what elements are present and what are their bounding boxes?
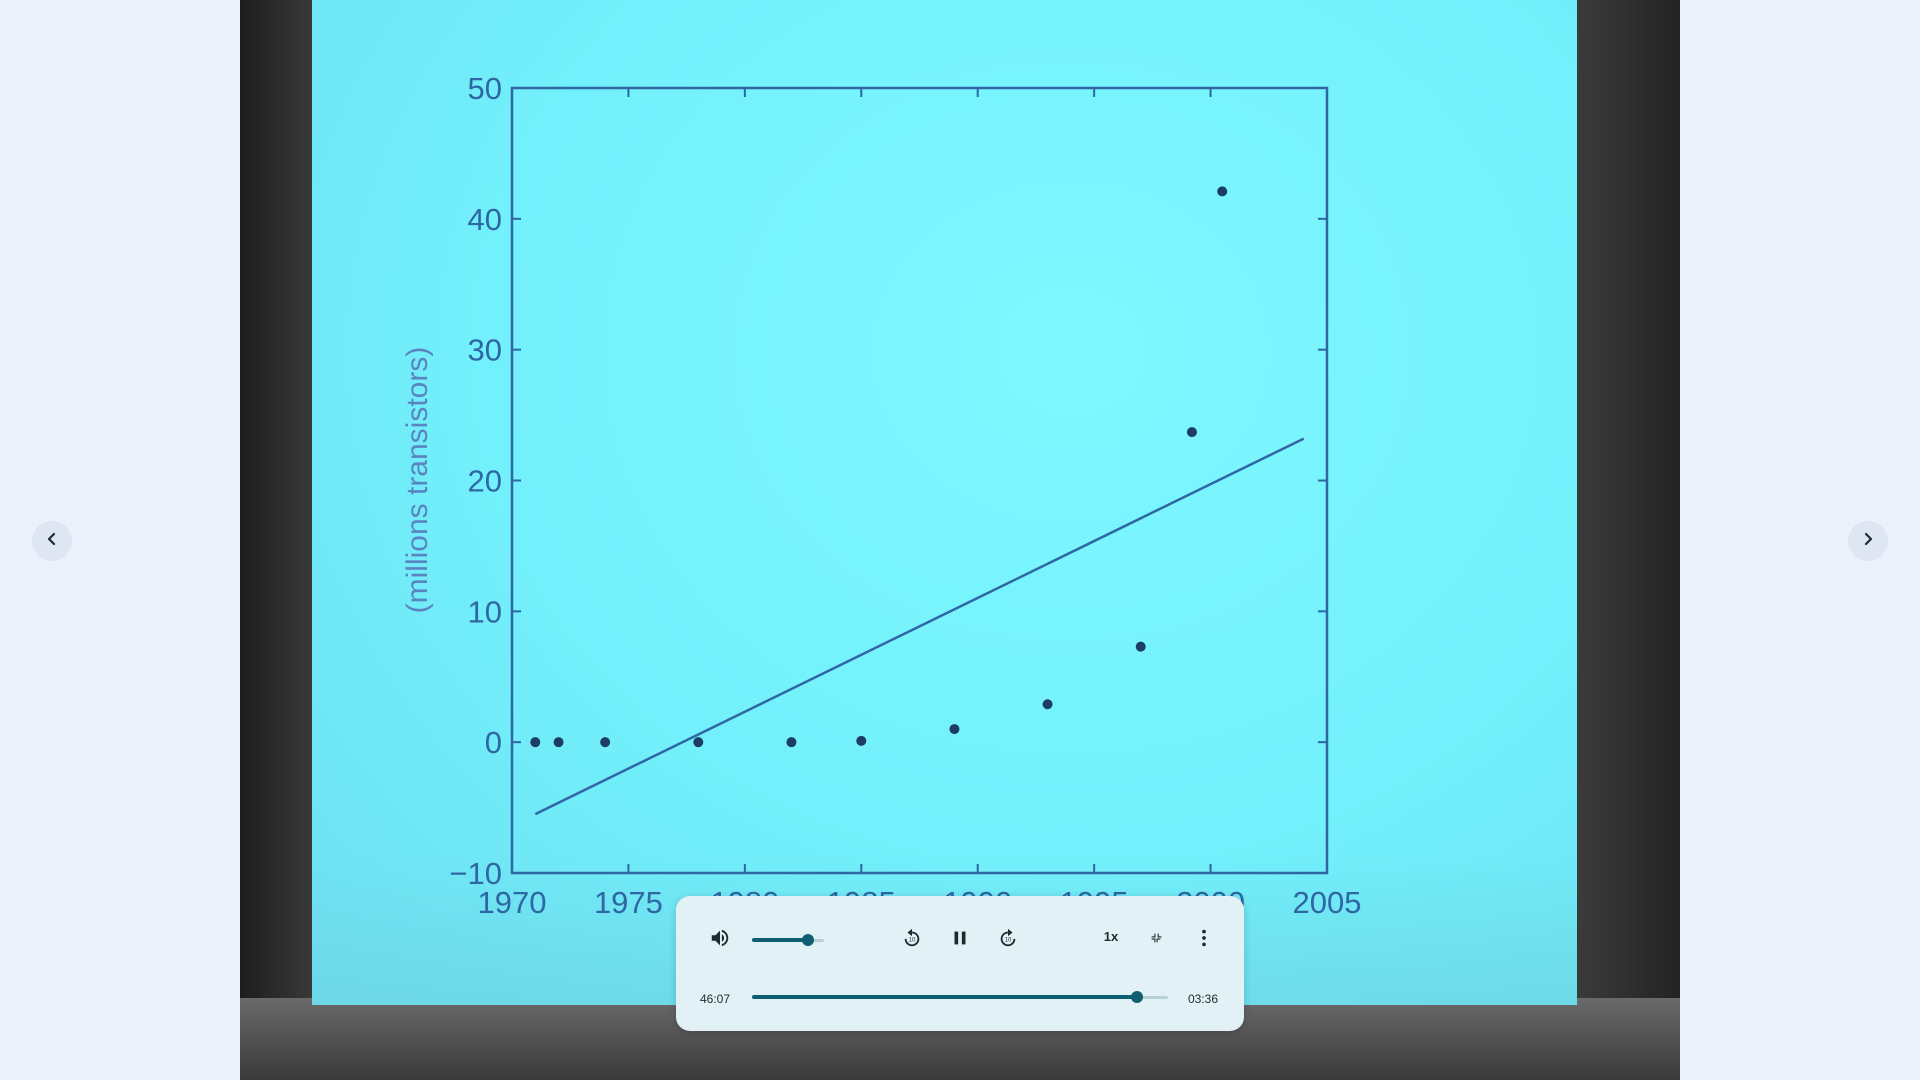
more-vert-icon [1193,927,1215,954]
playback-speed-button[interactable]: 1x [1103,929,1119,944]
scatter-chart: 19701975198019851990199520002005−1001020… [401,71,1362,920]
video-frame-right [1570,0,1680,1080]
volume-thumb[interactable] [802,934,815,946]
data-point [786,737,797,748]
forward-10-button[interactable]: 10 [994,926,1022,954]
seek-bar[interactable] [752,990,1168,1004]
y-tick-label: −10 [449,856,502,891]
data-point [949,724,960,735]
volume-button[interactable] [706,926,734,954]
y-axis-title: (millions transistors) [401,347,434,614]
data-point [600,737,611,748]
data-point [1217,186,1228,197]
data-point [693,737,704,748]
forward-10-icon: 10 [997,927,1019,954]
data-point [530,737,541,748]
fullscreen-exit-icon [1145,927,1167,954]
y-tick-label: 30 [468,333,502,368]
volume-up-icon [709,927,731,954]
data-point [856,735,867,746]
data-point [1135,641,1146,652]
y-tick-label: 10 [468,594,502,629]
duration-time: 03:36 [1188,992,1219,1006]
previous-button[interactable] [32,521,72,561]
replay-10-icon: 10 [901,927,923,954]
seek-fill [752,995,1137,999]
y-tick-label: 40 [468,202,502,237]
data-point [553,737,564,748]
pause-button[interactable] [946,926,974,954]
volume-slider[interactable] [752,934,824,946]
pause-icon [949,927,971,954]
y-tick-label: 20 [468,464,502,499]
exit-fullscreen-button[interactable] [1142,926,1170,954]
chevron-left-icon [45,532,59,551]
y-tick-label: 0 [485,725,502,760]
svg-text:10: 10 [909,937,916,943]
data-point [1042,699,1053,710]
more-options-button[interactable] [1190,926,1218,954]
y-tick-label: 50 [468,71,502,106]
next-button[interactable] [1848,521,1888,561]
elapsed-time: 46:07 [700,992,731,1006]
svg-text:10: 10 [1005,937,1012,943]
x-tick-label: 1975 [594,885,663,920]
player-controls: 10 10 1x 46:07 [676,896,1244,1031]
seek-thumb[interactable] [1130,991,1143,1003]
x-tick-label: 1970 [478,885,547,920]
data-point [1186,427,1197,438]
video-player[interactable]: 19701975198019851990199520002005−1001020… [240,0,1680,1080]
volume-fill [752,938,809,942]
x-tick-label: 2005 [1293,885,1362,920]
rewind-10-button[interactable]: 10 [898,926,926,954]
projector-screen: 19701975198019851990199520002005−1001020… [312,0,1577,1005]
trend-line [534,437,1305,816]
video-frame-left [240,0,315,1080]
plot-frame [510,86,1329,875]
chevron-right-icon [1861,532,1875,551]
